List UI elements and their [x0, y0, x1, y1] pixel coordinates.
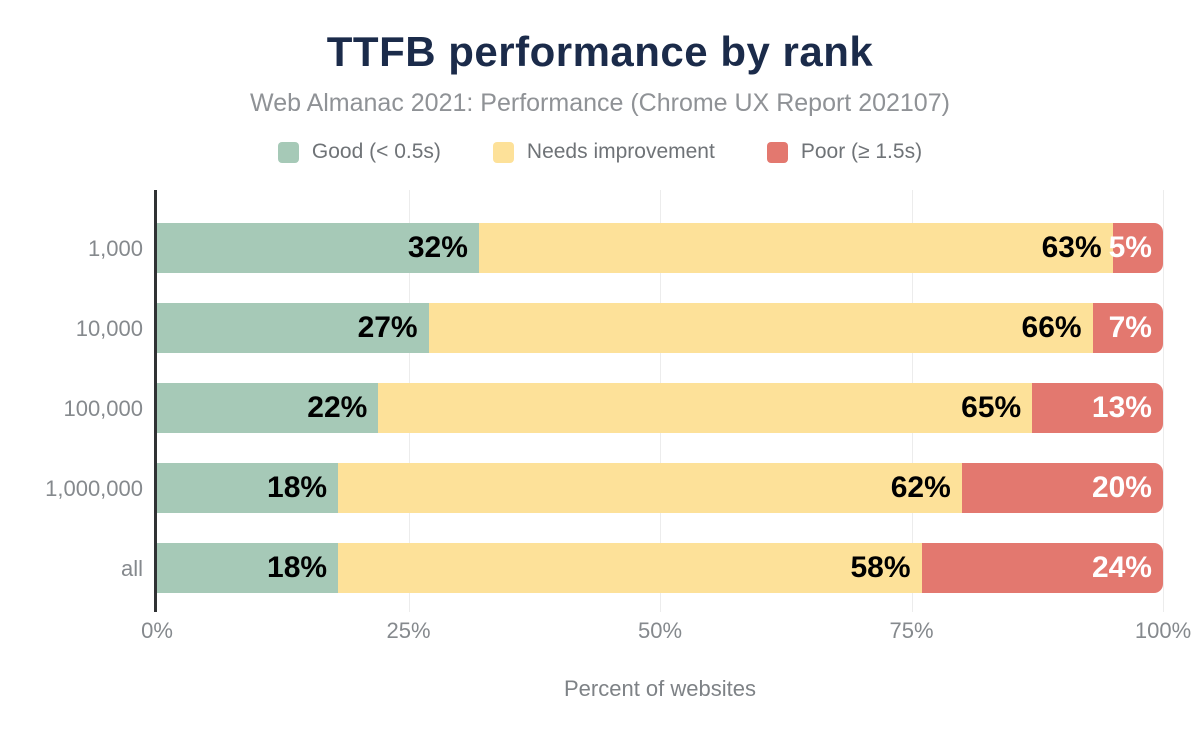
bar-value-label: 65%	[961, 391, 1022, 424]
bar-segment: 65%	[378, 383, 1033, 433]
legend-swatch-icon	[766, 141, 788, 163]
x-axis-tick-label: 0%	[141, 618, 173, 643]
bar-value-label: 27%	[357, 311, 418, 344]
bar-segment: 32%	[157, 223, 479, 273]
bar-row-1,000: 32% 63% 5%	[157, 223, 1163, 273]
bar-segment: 20%	[961, 463, 1163, 513]
bar-segment: 7%	[1092, 303, 1163, 353]
bar-segment: 63%	[478, 223, 1113, 273]
x-axis-tick-label: 100%	[1134, 618, 1192, 643]
chart-title: TTFB performance by rank	[326, 28, 874, 75]
legend-item-2: Poor (≥ 1.5s)	[766, 140, 923, 164]
y-axis-label: 100,000	[63, 396, 143, 421]
y-axis-label: 10,000	[75, 316, 143, 341]
bar-segment: 66%	[428, 303, 1093, 353]
gridline-100%	[1163, 190, 1164, 612]
bar-value-label: 62%	[890, 471, 951, 504]
y-axis-label: 1,000	[87, 236, 143, 261]
bar-segment: 18%	[157, 463, 339, 513]
bar-row-all: 18% 58% 24%	[157, 543, 1163, 593]
bar-value-label: 20%	[1091, 471, 1152, 504]
y-axis-label: 1,000,000	[45, 476, 143, 501]
bar-value-label: 63%	[1041, 231, 1102, 264]
bar-segment: 13%	[1032, 383, 1163, 433]
bar-value-label: 5%	[1108, 231, 1152, 264]
bar-value-label: 13%	[1091, 391, 1152, 424]
x-axis-title: Percent of websites	[564, 676, 756, 701]
bar-row-100,000: 22% 65% 13%	[157, 383, 1163, 433]
bar-segment: 58%	[338, 543, 922, 593]
bar-row-10,000: 27% 66% 7%	[157, 303, 1163, 353]
bar-segment: 5%	[1109, 223, 1163, 273]
bar-segment: 27%	[157, 303, 429, 353]
legend-item-0: Good (< 0.5s)	[277, 140, 441, 164]
bar-segment: 18%	[157, 543, 339, 593]
bar-segment: 62%	[338, 463, 962, 513]
legend-label: Good (< 0.5s)	[311, 140, 441, 163]
legend: Good (< 0.5s) Needs improvement Poor (≥ 1.…	[0, 140, 1200, 164]
bar-value-label: 66%	[1021, 311, 1082, 344]
legend-label: Needs improvement	[526, 140, 715, 163]
bar-value-label: 32%	[407, 231, 468, 264]
bar-value-label: 7%	[1108, 311, 1152, 344]
bar-value-label: 22%	[307, 391, 368, 424]
x-axis-tick-label: 25%	[386, 618, 431, 643]
x-axis-tick-label: 75%	[889, 618, 934, 643]
y-axis-label: all	[120, 556, 143, 581]
x-axis-tick-label: 50%	[637, 618, 683, 643]
chart-subtitle: Web Almanac 2021: Performance (Chrome UX…	[250, 89, 950, 117]
y-axis-line	[154, 190, 157, 612]
bar-value-label: 24%	[1091, 551, 1152, 584]
plot-area: 32% 63% 5% 27% 66% 7% 22% 65% 13% 18% 62% 20% 18% 58%…	[154, 190, 1164, 612]
bar-row-1,000,000: 18% 62% 20%	[157, 463, 1163, 513]
bar-value-label: 58%	[850, 551, 911, 584]
bar-value-label: 18%	[267, 471, 328, 504]
legend-swatch-icon	[277, 141, 299, 163]
bar-value-label: 18%	[267, 551, 328, 584]
legend-swatch-icon	[492, 141, 514, 163]
legend-item-1: Needs improvement	[492, 140, 715, 164]
bar-segment: 22%	[157, 383, 379, 433]
legend-label: Poor (≥ 1.5s)	[800, 140, 923, 163]
bar-segment: 24%	[921, 543, 1163, 593]
